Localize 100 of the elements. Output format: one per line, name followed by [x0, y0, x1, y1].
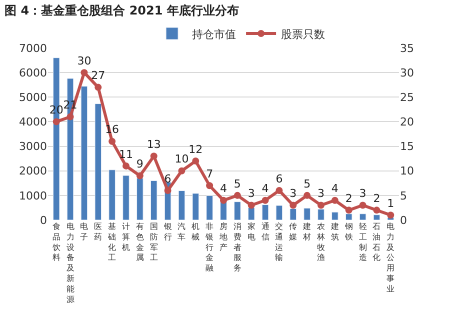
bar: [192, 193, 200, 220]
data-label: 3: [248, 187, 255, 200]
bar: [304, 208, 310, 220]
x-tick-label: 汽车: [178, 222, 186, 242]
data-label: 7: [206, 167, 214, 180]
y2-tick-label: 15: [400, 140, 414, 154]
data-label: 5: [304, 177, 311, 190]
x-tick-label: 房地产: [218, 222, 228, 252]
bar: [332, 212, 338, 220]
data-label: 30: [77, 54, 92, 68]
x-tick-label: 轻工制造: [358, 222, 367, 262]
data-label: 2: [373, 192, 380, 206]
data-label: 4: [262, 182, 269, 196]
legend-label: 股票只数: [281, 28, 326, 41]
data-label: 6: [276, 172, 283, 186]
x-tick-label: 医药: [94, 222, 102, 242]
point: [178, 167, 186, 174]
point: [345, 206, 352, 214]
y2-tick-label: 0: [400, 214, 407, 227]
data-label: 4: [331, 182, 338, 196]
x-tick-label: 家电: [247, 222, 256, 242]
x-tick-label: 电力设备及新能源: [66, 222, 74, 304]
y-tick-label: 7000: [19, 42, 47, 55]
y2-tick-label: 5: [400, 189, 407, 202]
y-tick-label: 4000: [19, 116, 47, 129]
data-label: 4: [220, 182, 227, 196]
point: [234, 192, 241, 199]
y-tick-label: 2000: [19, 164, 47, 178]
legend-label: 持仓市值: [192, 28, 236, 41]
y2-tick-label: 35: [400, 42, 414, 55]
data-label: 13: [146, 138, 161, 151]
point: [66, 113, 74, 120]
y2-tick-label: 30: [400, 66, 414, 80]
x-tick-label: 有色金属: [136, 222, 144, 262]
point: [136, 172, 144, 180]
bar: [318, 208, 324, 220]
bar: [234, 202, 241, 220]
x-tick-label: 电子: [80, 222, 88, 242]
point: [373, 206, 380, 214]
x-tick-label: 钢铁: [344, 222, 353, 242]
x-tick-label: 消费者服务: [233, 222, 242, 273]
data-label: 3: [290, 187, 297, 200]
x-tick-label: 传媒: [289, 222, 298, 242]
data-label: 5: [234, 177, 241, 190]
data-label: 12: [188, 142, 203, 156]
point: [276, 187, 283, 194]
y-tick-label: 5000: [19, 90, 47, 104]
x-tick-label: 非银行金融: [204, 222, 214, 273]
data-label: 10: [174, 152, 189, 166]
x-tick-label: 建材: [302, 222, 312, 242]
x-tick-label: 农林牧渔: [316, 222, 325, 262]
bar: [136, 178, 144, 220]
point: [122, 162, 130, 170]
point: [108, 138, 116, 145]
y2-tick-label: 10: [400, 164, 414, 178]
data-label: 27: [91, 69, 106, 82]
bar: [122, 175, 130, 220]
point: [290, 202, 297, 209]
data-label: 11: [119, 148, 133, 161]
x-tick-label: 食品饮料: [51, 222, 60, 262]
x-tick-label: 石油石化: [372, 222, 381, 262]
point: [192, 158, 200, 165]
bar: [248, 207, 255, 220]
point: [248, 202, 255, 209]
point: [331, 196, 338, 204]
point: [262, 196, 269, 204]
x-tick-label: 国防军工: [150, 222, 158, 262]
bar: [108, 170, 116, 220]
x-tick-label: 电力及公用事业: [386, 222, 395, 294]
y2-tick-label: 25: [400, 90, 414, 104]
point: [387, 212, 394, 219]
bar: [359, 214, 366, 220]
data-label: 2: [345, 192, 352, 206]
bar: [178, 190, 186, 220]
y-tick-label: 0: [40, 214, 47, 227]
bar: [94, 104, 102, 220]
x-tick-label: 计算机: [122, 222, 130, 252]
point: [150, 152, 158, 160]
point: [304, 192, 311, 199]
point: [52, 118, 60, 126]
data-label: 1: [387, 196, 394, 210]
x-tick-label: 通信: [261, 222, 270, 242]
point: [220, 196, 227, 204]
x-tick-label: 建筑: [330, 222, 339, 242]
bar: [290, 208, 297, 220]
point: [359, 202, 366, 209]
x-tick-label: 银行: [162, 222, 172, 242]
bar: [262, 204, 269, 220]
data-label: 21: [63, 98, 78, 112]
x-tick-label: 交通运输: [275, 222, 284, 262]
point: [206, 182, 214, 190]
bar: [373, 214, 380, 220]
point: [94, 84, 102, 91]
data-label: 3: [359, 187, 366, 200]
y-tick-label: 6000: [19, 66, 47, 80]
y2-tick-label: 20: [400, 116, 414, 129]
bar: [206, 195, 213, 220]
bar: [80, 86, 88, 220]
point: [164, 187, 172, 194]
chart-title: 图 4：基金重仓股组合 2021 年底行业分布: [4, 4, 239, 18]
